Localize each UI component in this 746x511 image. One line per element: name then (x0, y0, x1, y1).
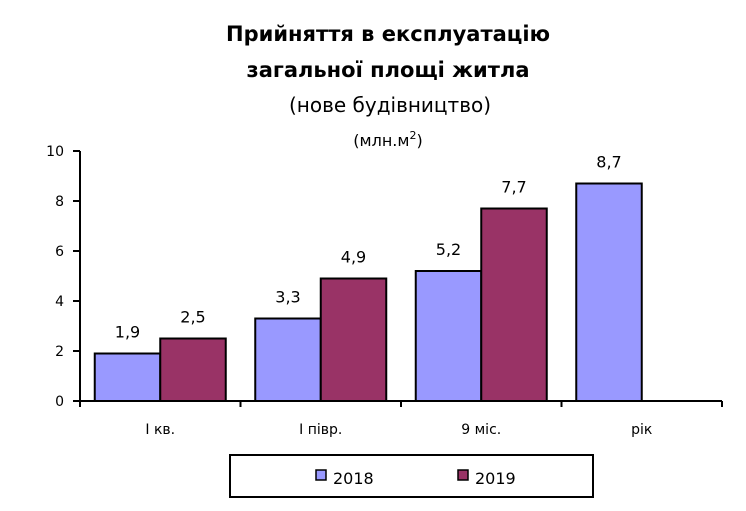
bar-2018-3 (575, 182, 643, 402)
data-label-2018-3: 8,7 (596, 153, 621, 172)
legend-label-2019: 2019 (475, 469, 516, 488)
bar-2019-2 (480, 207, 548, 402)
unit-text: (млн.м (353, 131, 409, 150)
bar-2018-0 (93, 352, 162, 402)
unit-close: ) (416, 131, 422, 150)
chart-title-line-1: Прийняття в експлуатацію (226, 22, 550, 46)
data-label-2019-2: 7,7 (501, 178, 526, 197)
data-label-2018-2: 5,2 (436, 240, 461, 259)
bar-2018-1 (254, 317, 322, 402)
unit-superscript: 2 (409, 129, 416, 142)
y-tick-label: 10 (46, 144, 64, 160)
legend-label-2018: 2018 (333, 469, 374, 488)
chart-title-line-2: загальної площі житла (247, 58, 530, 82)
x-tick-label: І півр. (299, 422, 342, 438)
x-tick-label: рік (631, 422, 652, 438)
chart-subtitle: (нове будівництво) (289, 93, 491, 117)
y-tick-label: 8 (55, 194, 64, 210)
x-tick-label: І кв. (145, 422, 175, 438)
chart-unit: (млн.м2) (353, 129, 422, 150)
bar-2018-2 (414, 270, 483, 402)
y-tick-label: 6 (55, 244, 64, 260)
bar-2019-0 (159, 337, 227, 402)
y-tick-label: 2 (55, 344, 64, 360)
legend-box (229, 454, 594, 498)
x-tick-label: 9 міс. (461, 422, 501, 438)
data-label-2019-1: 4,9 (341, 248, 366, 267)
y-tick-label: 0 (55, 394, 64, 410)
data-label-2018-1: 3,3 (275, 288, 300, 307)
bar-2019-1 (319, 277, 388, 402)
data-label-2019-0: 2,5 (180, 308, 205, 327)
legend-swatch-2018 (315, 469, 327, 481)
data-label-2018-0: 1,9 (115, 323, 140, 342)
y-tick-label: 4 (55, 294, 64, 310)
legend-swatch-2019 (457, 469, 469, 481)
